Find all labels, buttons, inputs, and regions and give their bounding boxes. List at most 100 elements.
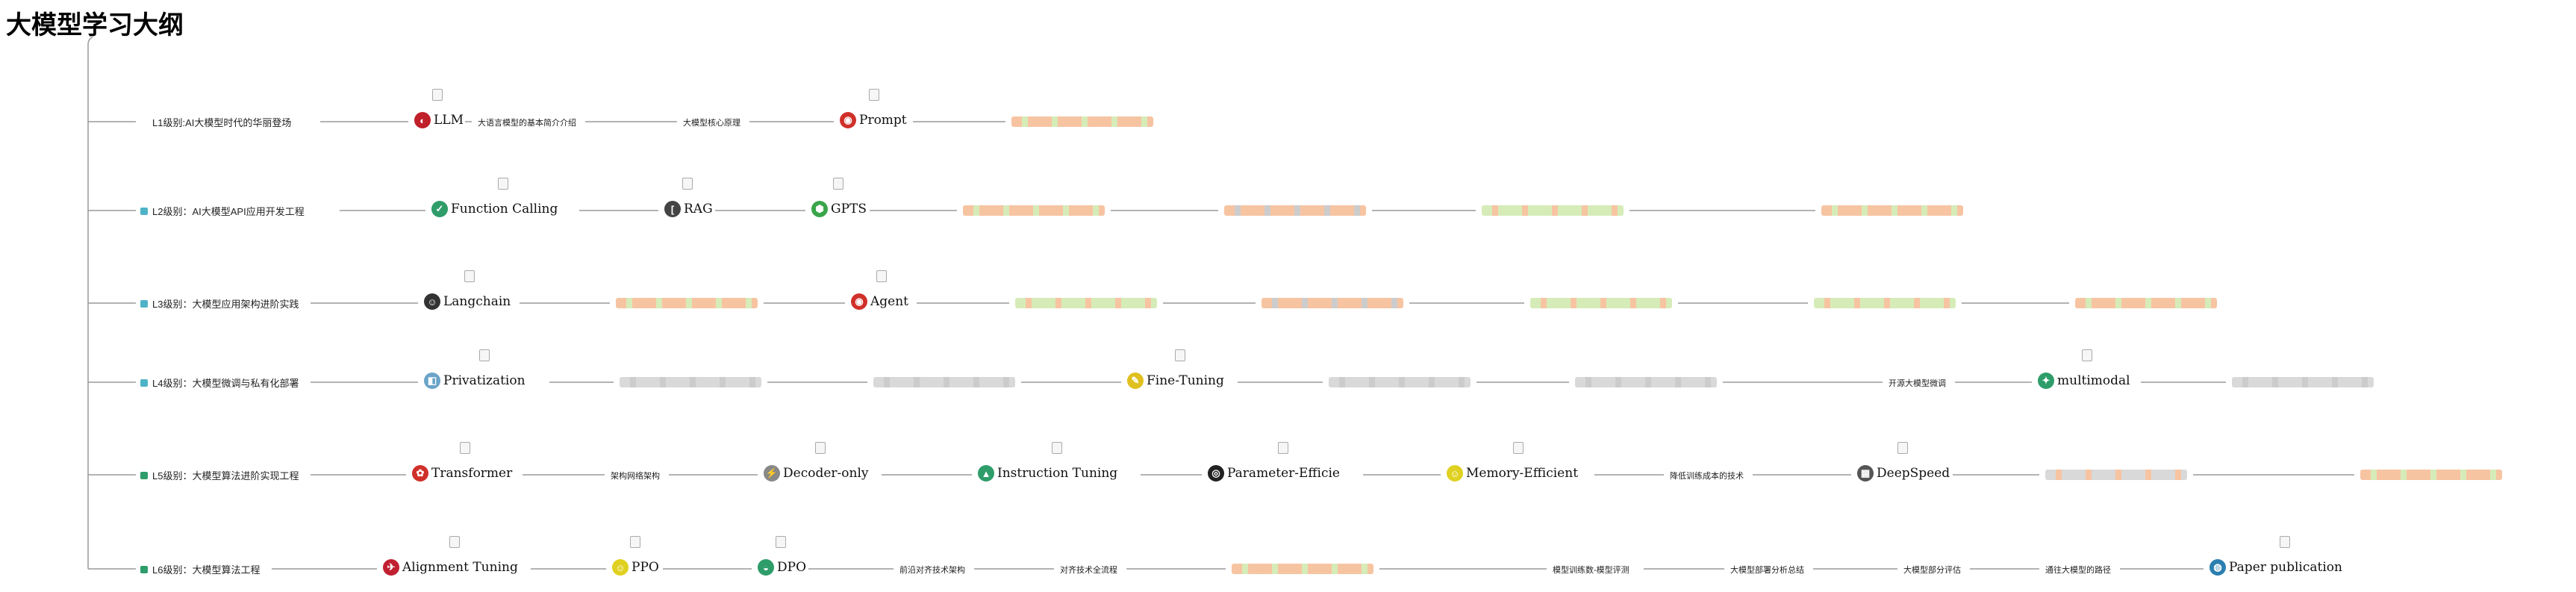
node-paper-publication[interactable]: ◍ Paper publication	[2209, 559, 2342, 576]
note-icon[interactable]	[776, 536, 786, 548]
note-icon[interactable]	[460, 442, 470, 454]
node-label: Fine-Tuning	[1147, 373, 1224, 388]
note-icon[interactable]	[2082, 349, 2092, 361]
node-function-calling[interactable]: ✓ Function Calling	[431, 201, 558, 217]
stage-label-l1[interactable]: L1级别:AI大模型时代的华丽登场	[140, 115, 291, 129]
node-blurred[interactable]	[616, 298, 758, 308]
node-blurred[interactable]	[1814, 298, 1956, 308]
node-blurred[interactable]	[1232, 564, 1373, 574]
note-icon[interactable]	[1897, 442, 1908, 454]
node-instruction-tuning[interactable]: ▲ Instruction Tuning	[978, 465, 1117, 482]
node-deepspeed[interactable]: ▦ DeepSpeed	[1857, 465, 1950, 482]
node-text[interactable]: 通往大模型的路径	[2045, 566, 2111, 575]
node-blurred[interactable]	[2232, 377, 2374, 387]
node-blurred[interactable]	[1482, 205, 1624, 216]
note-icon[interactable]	[449, 536, 460, 548]
node-rag[interactable]: [RAG	[664, 201, 713, 217]
node-blurred[interactable]	[1015, 298, 1157, 308]
note-icon[interactable]	[464, 270, 475, 282]
note-icon[interactable]	[1175, 349, 1185, 361]
langchain-logo-icon: ☺	[424, 293, 440, 310]
node-privatization[interactable]: ◧ Privatization	[424, 373, 526, 389]
node-blurred[interactable]	[1575, 377, 1717, 387]
node-fine-tuning[interactable]: ✎ Fine-Tuning	[1127, 373, 1224, 389]
parameter-efficient-logo-icon: ◎	[1208, 465, 1224, 482]
node-llm[interactable]: ◐ LLM	[414, 112, 464, 128]
node-label: Langchain	[443, 294, 511, 309]
node-blurred[interactable]	[2360, 470, 2502, 480]
node-label: Transformer	[431, 466, 513, 481]
node-alignment-tuning[interactable]: ✈ Alignment Tuning	[383, 559, 518, 576]
node-text[interactable]: 前沿对齐技术架构	[899, 566, 965, 575]
node-memory-efficient[interactable]: ☺ Memory-Efficient	[1447, 465, 1578, 482]
note-icon[interactable]	[479, 349, 490, 361]
node-blurred[interactable]	[2075, 298, 2217, 308]
node-blurred[interactable]	[873, 377, 1015, 387]
stage-bullet-icon	[140, 207, 148, 215]
node-decoder-only[interactable]: ⚡ Decoder-only	[764, 465, 868, 482]
note-icon[interactable]	[498, 178, 508, 190]
node-blurred[interactable]	[2045, 470, 2187, 480]
node-ppo[interactable]: ☺ PPO	[612, 559, 659, 576]
node-langchain[interactable]: ☺ Langchain	[424, 293, 511, 310]
note-icon[interactable]	[432, 89, 443, 101]
note-icon[interactable]	[833, 178, 843, 190]
node-label: Instruction Tuning	[997, 466, 1118, 481]
note-icon[interactable]	[869, 89, 879, 101]
note-icon[interactable]	[815, 442, 826, 454]
node-blurred[interactable]	[1530, 298, 1672, 308]
note-icon[interactable]	[1278, 442, 1288, 454]
node-label: LLM	[434, 113, 464, 128]
node-prompt[interactable]: ◉ Prompt	[840, 112, 907, 128]
stage-label-text: L3级别：大模型应用架构进阶实践	[152, 299, 299, 310]
dpo-logo-icon: ◒	[758, 559, 774, 576]
node-text[interactable]: 对齐技术全流程	[1060, 566, 1117, 575]
ppo-logo-icon: ☺	[612, 559, 629, 576]
node-text[interactable]: 大模型部分评估	[1903, 566, 1961, 575]
node-label: DPO	[777, 560, 807, 575]
stage-label-l2[interactable]: L2级别：AI大模型API应用开发工程	[140, 204, 305, 218]
node-blurred[interactable]	[620, 377, 761, 387]
node-agent[interactable]: ◉ Agent	[851, 293, 908, 310]
note-icon[interactable]	[2280, 536, 2290, 548]
node-blurred[interactable]	[963, 205, 1105, 216]
node-multimodal[interactable]: ✦ multimodal	[2038, 373, 2130, 389]
node-label: GPTS	[831, 202, 867, 216]
node-label: Decoder-only	[783, 466, 869, 481]
node-label: Memory-Efficient	[1466, 466, 1579, 481]
note-icon[interactable]	[1513, 442, 1524, 454]
node-text[interactable]: 大模型核心原理	[683, 119, 740, 128]
node-blurred[interactable]	[1329, 377, 1471, 387]
node-transformer[interactable]: ✿ Transformer	[412, 465, 512, 482]
stage-label-l3[interactable]: L3级别：大模型应用架构进阶实践	[140, 296, 299, 311]
stage-label-text: L6级别：大模型算法工程	[152, 564, 261, 576]
prompt-logo-icon: ◉	[840, 112, 856, 128]
note-icon[interactable]	[630, 536, 640, 548]
stage-label-l6[interactable]: L6级别：大模型算法工程	[140, 562, 260, 576]
node-text[interactable]: 架构网络架构	[611, 472, 660, 481]
node-blurred[interactable]	[1821, 205, 1963, 216]
node-parameter-efficient[interactable]: ◎ Parameter-Efficie	[1208, 465, 1340, 482]
node-text[interactable]: 降低训练成本的技术	[1670, 472, 1744, 481]
node-dpo[interactable]: ◒ DPO	[758, 559, 806, 576]
node-blurred[interactable]	[1262, 298, 1403, 308]
decoder-only-logo-icon: ⚡	[764, 465, 780, 482]
node-text[interactable]: 大模型部署分析总结	[1730, 566, 1804, 575]
note-icon[interactable]	[682, 178, 693, 190]
spine-cap	[87, 37, 93, 46]
note-icon[interactable]	[876, 270, 887, 282]
node-text[interactable]: 开源大模型微调	[1889, 379, 1946, 388]
node-gpts[interactable]: ⬢ GPTS	[811, 201, 867, 217]
alignment-tuning-logo-icon: ✈	[383, 559, 399, 576]
stage-label-l5[interactable]: L5级别：大模型算法进阶实现工程	[140, 468, 299, 482]
deepspeed-logo-icon: ▦	[1857, 465, 1874, 482]
node-blurred[interactable]	[1224, 205, 1366, 216]
stage-label-text: L4级别：大模型微调与私有化部署	[152, 378, 299, 389]
node-blurred[interactable]	[1011, 116, 1153, 127]
node-text[interactable]: 模型训练数-模型评测	[1553, 566, 1630, 575]
note-icon[interactable]	[1052, 442, 1062, 454]
node-label: Privatization	[443, 373, 526, 388]
node-text[interactable]: 大语言模型的基本简介介绍	[478, 119, 576, 128]
stage-label-l4[interactable]: L4级别：大模型微调与私有化部署	[140, 376, 299, 390]
